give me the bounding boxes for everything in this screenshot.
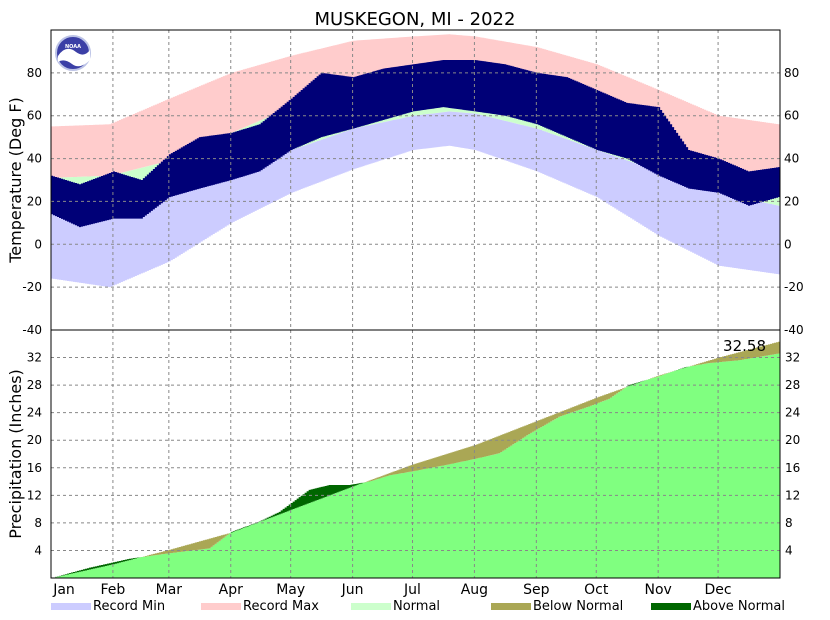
- month-label: Oct: [584, 582, 609, 598]
- precip-tick-label-left: 28: [27, 378, 42, 392]
- temp-tick-label-right: -40: [784, 323, 804, 337]
- temp-tick-label-left: 40: [27, 152, 42, 166]
- temp-tick-label-right: 80: [784, 66, 799, 80]
- legend-label: Record Min: [93, 599, 165, 614]
- legend-item: Record Min: [51, 599, 165, 614]
- month-label: Aug: [461, 582, 488, 598]
- legend-swatch: [651, 603, 691, 610]
- month-label: Dec: [705, 582, 732, 598]
- legend-item: Record Max: [201, 599, 319, 614]
- legend-item: Below Normal: [491, 599, 623, 614]
- temp-tick-label-left: 20: [27, 194, 42, 208]
- chart-title: MUSKEGON, MI - 2022: [315, 9, 516, 30]
- precip-tick-label-right: 20: [785, 433, 800, 447]
- precip-tick-label-right: 16: [785, 461, 800, 475]
- month-label: Apr: [219, 582, 243, 598]
- grid-lines: [51, 30, 780, 578]
- month-label: Nov: [645, 582, 672, 598]
- precip-tick-label-left: 20: [27, 433, 42, 447]
- precip-tick-label-left: 12: [27, 488, 42, 502]
- precipitation-total-annotation: 32.58: [723, 337, 766, 355]
- precipitation-ylabel: Precipitation (Inches): [6, 369, 25, 539]
- noaa-logo-text: NOAA: [65, 44, 81, 50]
- month-label: Feb: [101, 582, 126, 598]
- precip-tick-label-left: 16: [27, 461, 42, 475]
- temp-tick-label-left: -20: [22, 280, 42, 294]
- precip-tick-label-right: 4: [785, 543, 793, 557]
- temperature-ylabel: Temperature (Deg F): [6, 97, 25, 264]
- legend-item: Normal: [351, 599, 440, 614]
- legend-label: Below Normal: [533, 599, 623, 614]
- observed-range-bars: [51, 60, 780, 228]
- precip-tick-label-left: 8: [34, 516, 42, 530]
- month-label: Jan: [52, 582, 75, 598]
- month-label: Jul: [403, 582, 421, 598]
- legend-label: Above Normal: [693, 599, 785, 614]
- precipitation-plot-frame: [50, 329, 781, 579]
- temp-tick-label-left: -40: [22, 323, 42, 337]
- legend-swatch: [491, 603, 531, 610]
- month-label: Sep: [523, 582, 550, 598]
- record-max-band: [51, 34, 780, 178]
- temp-tick-label-right: 0: [784, 237, 792, 251]
- precip-tick-label-right: 12: [785, 488, 800, 502]
- legend-item: Above Normal: [651, 599, 785, 614]
- temp-tick-label-left: 0: [34, 237, 42, 251]
- noaa-logo: NOAA: [55, 35, 91, 71]
- temp-tick-label-right: 40: [784, 152, 799, 166]
- month-label: Jun: [341, 582, 364, 598]
- precip-tick-label-left: 32: [27, 351, 42, 365]
- precip-tick-label-right: 28: [785, 378, 800, 392]
- legend-swatch: [351, 603, 391, 610]
- legend-label: Normal: [393, 599, 440, 614]
- precip-tick-label-right: 24: [785, 406, 800, 420]
- record-min-band: [51, 111, 780, 288]
- temperature-panel: [51, 34, 780, 288]
- precip-tick-label-left: 4: [34, 543, 42, 557]
- precip-tick-label-right: 32: [785, 351, 800, 365]
- temp-tick-label-right: 60: [784, 109, 799, 123]
- legend: Record Min Record Max Normal Below Normal Ab…: [51, 599, 785, 614]
- precipitation-panel: [51, 341, 780, 578]
- temp-tick-label-left: 80: [27, 66, 42, 80]
- legend-swatch: [51, 603, 91, 610]
- legend-swatch: [201, 603, 241, 610]
- precip-tick-label-right: 8: [785, 516, 793, 530]
- observed-precip-area: [51, 353, 780, 578]
- month-label: May: [276, 582, 305, 598]
- legend-label: Record Max: [243, 599, 319, 614]
- temp-tick-label-left: 60: [27, 109, 42, 123]
- temp-tick-label-right: 20: [784, 194, 799, 208]
- month-label: Mar: [156, 582, 183, 598]
- temp-tick-label-right: -20: [784, 280, 804, 294]
- precip-tick-label-left: 24: [27, 406, 42, 420]
